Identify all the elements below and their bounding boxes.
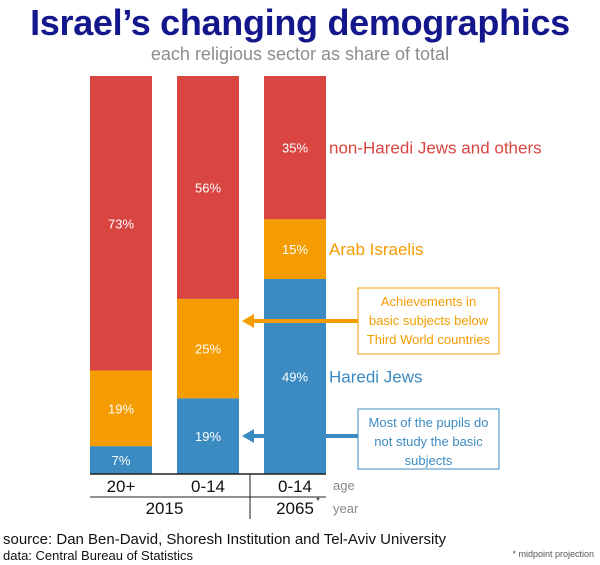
data-label-non_haredi-2: 35% [282,141,308,156]
tick-label-1: 0-14 [191,477,225,496]
axis-tag-year: year [333,501,359,516]
tick-label-2: 0-14 [278,477,312,496]
group-label-0: 2015 [146,499,184,518]
data-label-arab-0: 19% [108,401,134,416]
bar-segment-haredi-0 [90,446,152,474]
haredi-note-box [357,408,500,470]
bar-segment-non_haredi-2 [264,76,326,220]
haredi-note-line-1: not study the basic [374,434,483,449]
tick-label-0: 20+ [107,477,136,496]
chart-title: Israel’s changing demographics [30,2,570,43]
series-label-non_haredi: non-Haredi Jews and others [329,139,542,158]
group-label-1: 2065 [276,499,314,518]
bar-segment-non_haredi-0 [90,76,152,371]
bar-segment-arab-0 [90,370,152,447]
data-label-haredi-1: 19% [195,429,221,444]
bar-segment-arab-2 [264,219,326,279]
data-label-haredi-0: 7% [112,453,131,468]
arab-note-line-1: basic subjects below [369,313,489,328]
data-label-non_haredi-0: 73% [108,216,134,231]
data-label-haredi-2: 49% [282,369,308,384]
haredi-note-arrow-head [242,429,254,443]
haredi-note-line-0: Most of the pupils do [369,415,489,430]
arab-note-line-0: Achievements in [381,294,476,309]
bar-segment-haredi-1 [177,398,239,474]
axis-tag-age: age [333,478,355,493]
arab-note-line-2: Third World countries [367,332,491,347]
series-label-haredi: Haredi Jews [329,367,423,386]
data-label-arab-1: 25% [195,342,221,357]
group-asterisk-1: * [316,496,320,507]
arab-note-arrow-head [242,314,254,328]
data-label-arab-2: 15% [282,242,308,257]
midpoint-footnote: * midpoint projection [512,549,594,559]
haredi-note-line-2: subjects [405,453,453,468]
data-credit: data: Central Bureau of Statistics [3,548,194,563]
bar-segment-arab-1 [177,298,239,399]
bar-segment-haredi-2 [264,278,326,474]
series-label-arab: Arab Israelis [329,240,423,259]
source-credit: source: Dan Ben-David, Shoresh Instituti… [3,531,446,548]
chart-subtitle: each religious sector as share of total [150,44,450,64]
data-label-non_haredi-1: 56% [195,180,221,195]
bar-segment-non_haredi-1 [177,76,239,299]
